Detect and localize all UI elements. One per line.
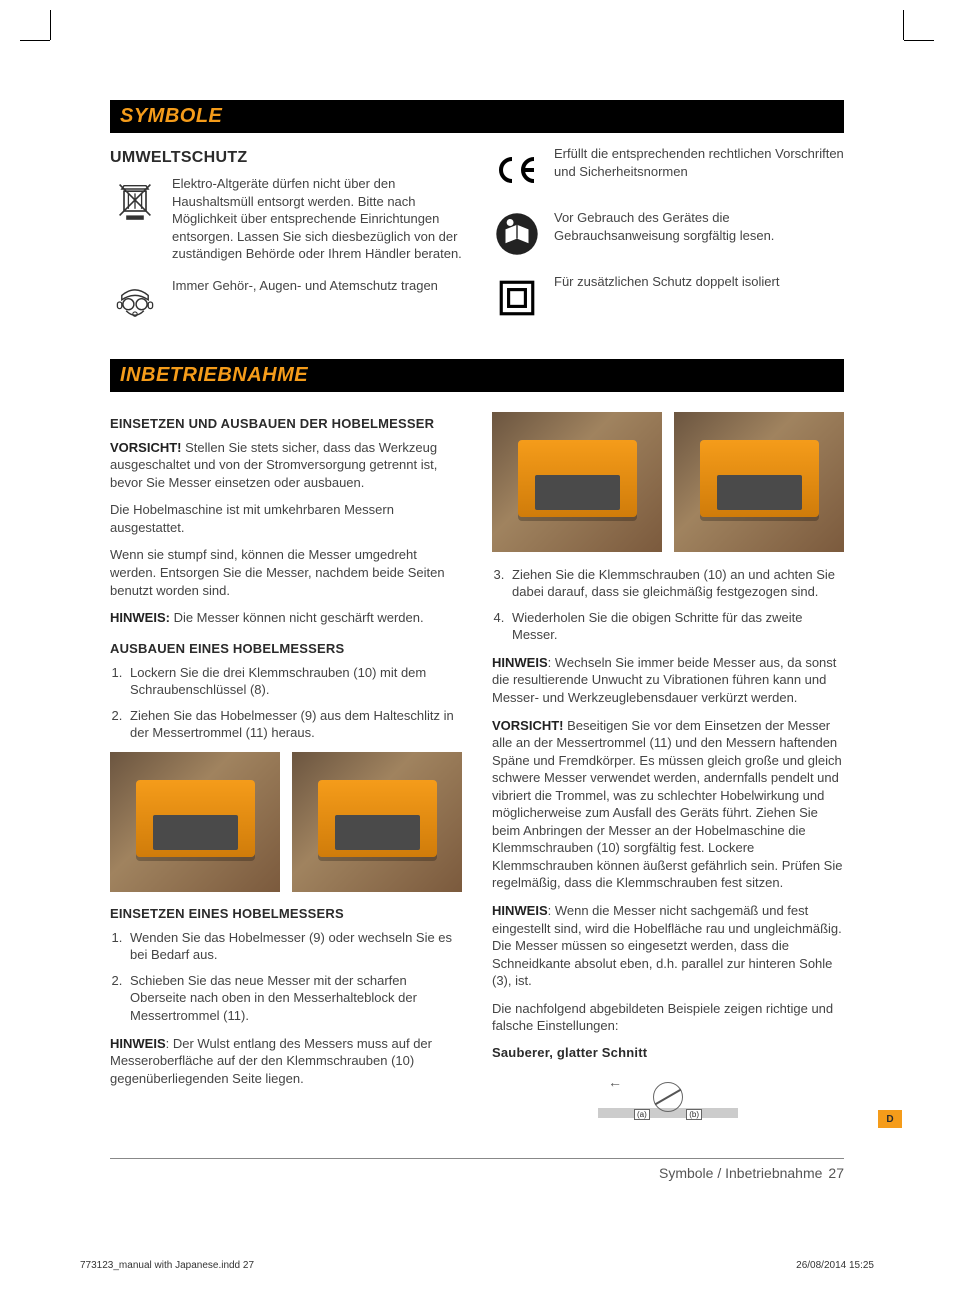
content-area: SYMBOLE UMWELTSCHUTZ xyxy=(50,40,904,1138)
setup-columns: EINSETZEN UND AUSBAUEN DER HOBELMESSER V… xyxy=(110,402,844,1118)
symbol-row: Vor Gebrauch des Gerätes die Gebrauchsan… xyxy=(492,209,844,259)
section-bar-inbetriebnahme: INBETRIEBNAHME xyxy=(110,359,844,392)
symbol-text: Für zusätzlichen Schutz doppelt isoliert xyxy=(554,273,779,291)
symbol-text: Elektro-Altgeräte dürfen nicht über den … xyxy=(172,175,462,263)
diagram-label-b: (b) xyxy=(686,1109,702,1120)
hinweis-label: HINWEIS: xyxy=(110,610,170,625)
footer-page-number: 27 xyxy=(828,1165,844,1181)
instruction-image xyxy=(292,752,462,892)
setup-right-col: Ziehen Sie die Klemmschrauben (10) an un… xyxy=(492,402,844,1118)
list-item: Wiederholen Sie die obigen Schritte für … xyxy=(508,609,844,644)
symbol-text: Immer Gehör-, Augen- und Atemschutz trag… xyxy=(172,277,438,295)
read-manual-icon xyxy=(492,209,542,259)
vorsicht-label: VORSICHT! xyxy=(492,718,564,733)
instruction-image xyxy=(674,412,844,552)
list-item: Schieben Sie das neue Messer mit der sch… xyxy=(126,972,462,1025)
vorsicht-label: VORSICHT! xyxy=(110,440,182,455)
image-row xyxy=(492,412,844,552)
list-item: Ziehen Sie die Klemmschrauben (10) an un… xyxy=(508,566,844,601)
steps-list: Lockern Sie die drei Klemmschrauben (10)… xyxy=(110,664,462,742)
symbol-text: Vor Gebrauch des Gerätes die Gebrauchsan… xyxy=(554,209,844,244)
symbol-row: Für zusätzlichen Schutz doppelt isoliert xyxy=(492,273,844,323)
footer-section: Symbole / Inbetriebnahme xyxy=(659,1165,822,1181)
paragraph-text: Die Messer können nicht geschärft werden… xyxy=(170,610,424,625)
indesign-slug: 773123_manual with Japanese.indd 27 26/0… xyxy=(80,1260,874,1271)
image-row xyxy=(110,752,462,892)
symbols-columns: UMWELTSCHUTZ xyxy=(110,139,844,341)
paragraph: Die Hobelmaschine ist mit umkehrbaren Me… xyxy=(110,501,462,536)
heading-einsetzen-ausbauen: EINSETZEN UND AUSBAUEN DER HOBELMESSER xyxy=(110,416,462,431)
cut-diagram: ← (a) (b) xyxy=(598,1068,738,1118)
heading-umweltschutz: UMWELTSCHUTZ xyxy=(110,149,462,167)
paragraph: HINWEIS: Die Messer können nicht geschär… xyxy=(110,609,462,627)
instruction-image xyxy=(110,752,280,892)
symbols-right-col: Erfüllt die entsprechenden rechtlichen V… xyxy=(492,139,844,341)
instruction-image xyxy=(492,412,662,552)
indd-file: 773123_manual with Japanese.indd 27 xyxy=(80,1260,254,1271)
double-insulated-icon xyxy=(492,273,542,323)
list-item: Wenden Sie das Hobelmesser (9) oder wech… xyxy=(126,929,462,964)
ce-mark-icon xyxy=(492,145,542,195)
paragraph: VORSICHT! Stellen Sie stets sicher, dass… xyxy=(110,439,462,492)
paragraph: Wenn sie stumpf sind, können die Messer … xyxy=(110,546,462,599)
hinweis-label: HINWEIS xyxy=(492,655,548,670)
weee-bin-icon xyxy=(110,175,160,225)
steps-list: Ziehen Sie die Klemmschrauben (10) an un… xyxy=(492,566,844,644)
list-item: Lockern Sie die drei Klemmschrauben (10)… xyxy=(126,664,462,699)
paragraph: HINWEIS: Wechseln Sie immer beide Messer… xyxy=(492,654,844,707)
heading-einsetzen: EINSETZEN EINES HOBELMESSERS xyxy=(110,906,462,921)
paragraph: HINWEIS: Wenn die Messer nicht sachgemäß… xyxy=(492,902,844,990)
hinweis-label: HINWEIS xyxy=(492,903,548,918)
heading-ausbauen: AUSBAUEN EINES HOBELMESSERS xyxy=(110,641,462,656)
arrow-icon: ← xyxy=(608,1074,622,1090)
indd-date: 26/08/2014 15:25 xyxy=(796,1260,874,1271)
symbol-text: Erfüllt die entsprechenden rechtlichen V… xyxy=(554,145,844,180)
symbol-row: Elektro-Altgeräte dürfen nicht über den … xyxy=(110,175,462,263)
diagram-label-a: (a) xyxy=(634,1109,650,1120)
hinweis-label: HINWEIS xyxy=(110,1036,166,1051)
paragraph: VORSICHT! Beseitigen Sie vor dem Einsetz… xyxy=(492,717,844,892)
paragraph: Die nachfolgend abgebildeten Beispiele z… xyxy=(492,1000,844,1035)
symbols-left-col: UMWELTSCHUTZ xyxy=(110,139,462,341)
page: SYMBOLE UMWELTSCHUTZ xyxy=(50,40,904,1241)
list-item: Ziehen Sie das Hobelmesser (9) aus dem H… xyxy=(126,707,462,742)
ppe-mask-icon xyxy=(110,277,160,327)
paragraph-text: Beseitigen Sie vor dem Einsetzen der Mes… xyxy=(492,718,842,891)
symbol-row: Erfüllt die entsprechenden rechtlichen V… xyxy=(492,145,844,195)
symbol-row: Immer Gehör-, Augen- und Atemschutz trag… xyxy=(110,277,462,327)
heading-sauberer-schnitt: Sauberer, glatter Schnitt xyxy=(492,1045,844,1060)
steps-list: Wenden Sie das Hobelmesser (9) oder wech… xyxy=(110,929,462,1025)
paragraph: HINWEIS: Der Wulst entlang des Messers m… xyxy=(110,1035,462,1088)
section-bar-symbole: SYMBOLE xyxy=(110,100,844,133)
language-tab: D xyxy=(878,1110,902,1128)
page-footer: Symbole / Inbetriebnahme 27 xyxy=(110,1158,844,1181)
setup-left-col: EINSETZEN UND AUSBAUEN DER HOBELMESSER V… xyxy=(110,402,462,1118)
